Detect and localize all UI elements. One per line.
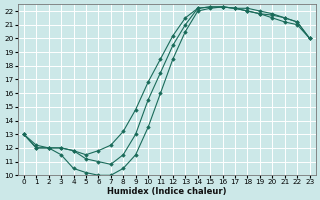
X-axis label: Humidex (Indice chaleur): Humidex (Indice chaleur) bbox=[107, 187, 227, 196]
